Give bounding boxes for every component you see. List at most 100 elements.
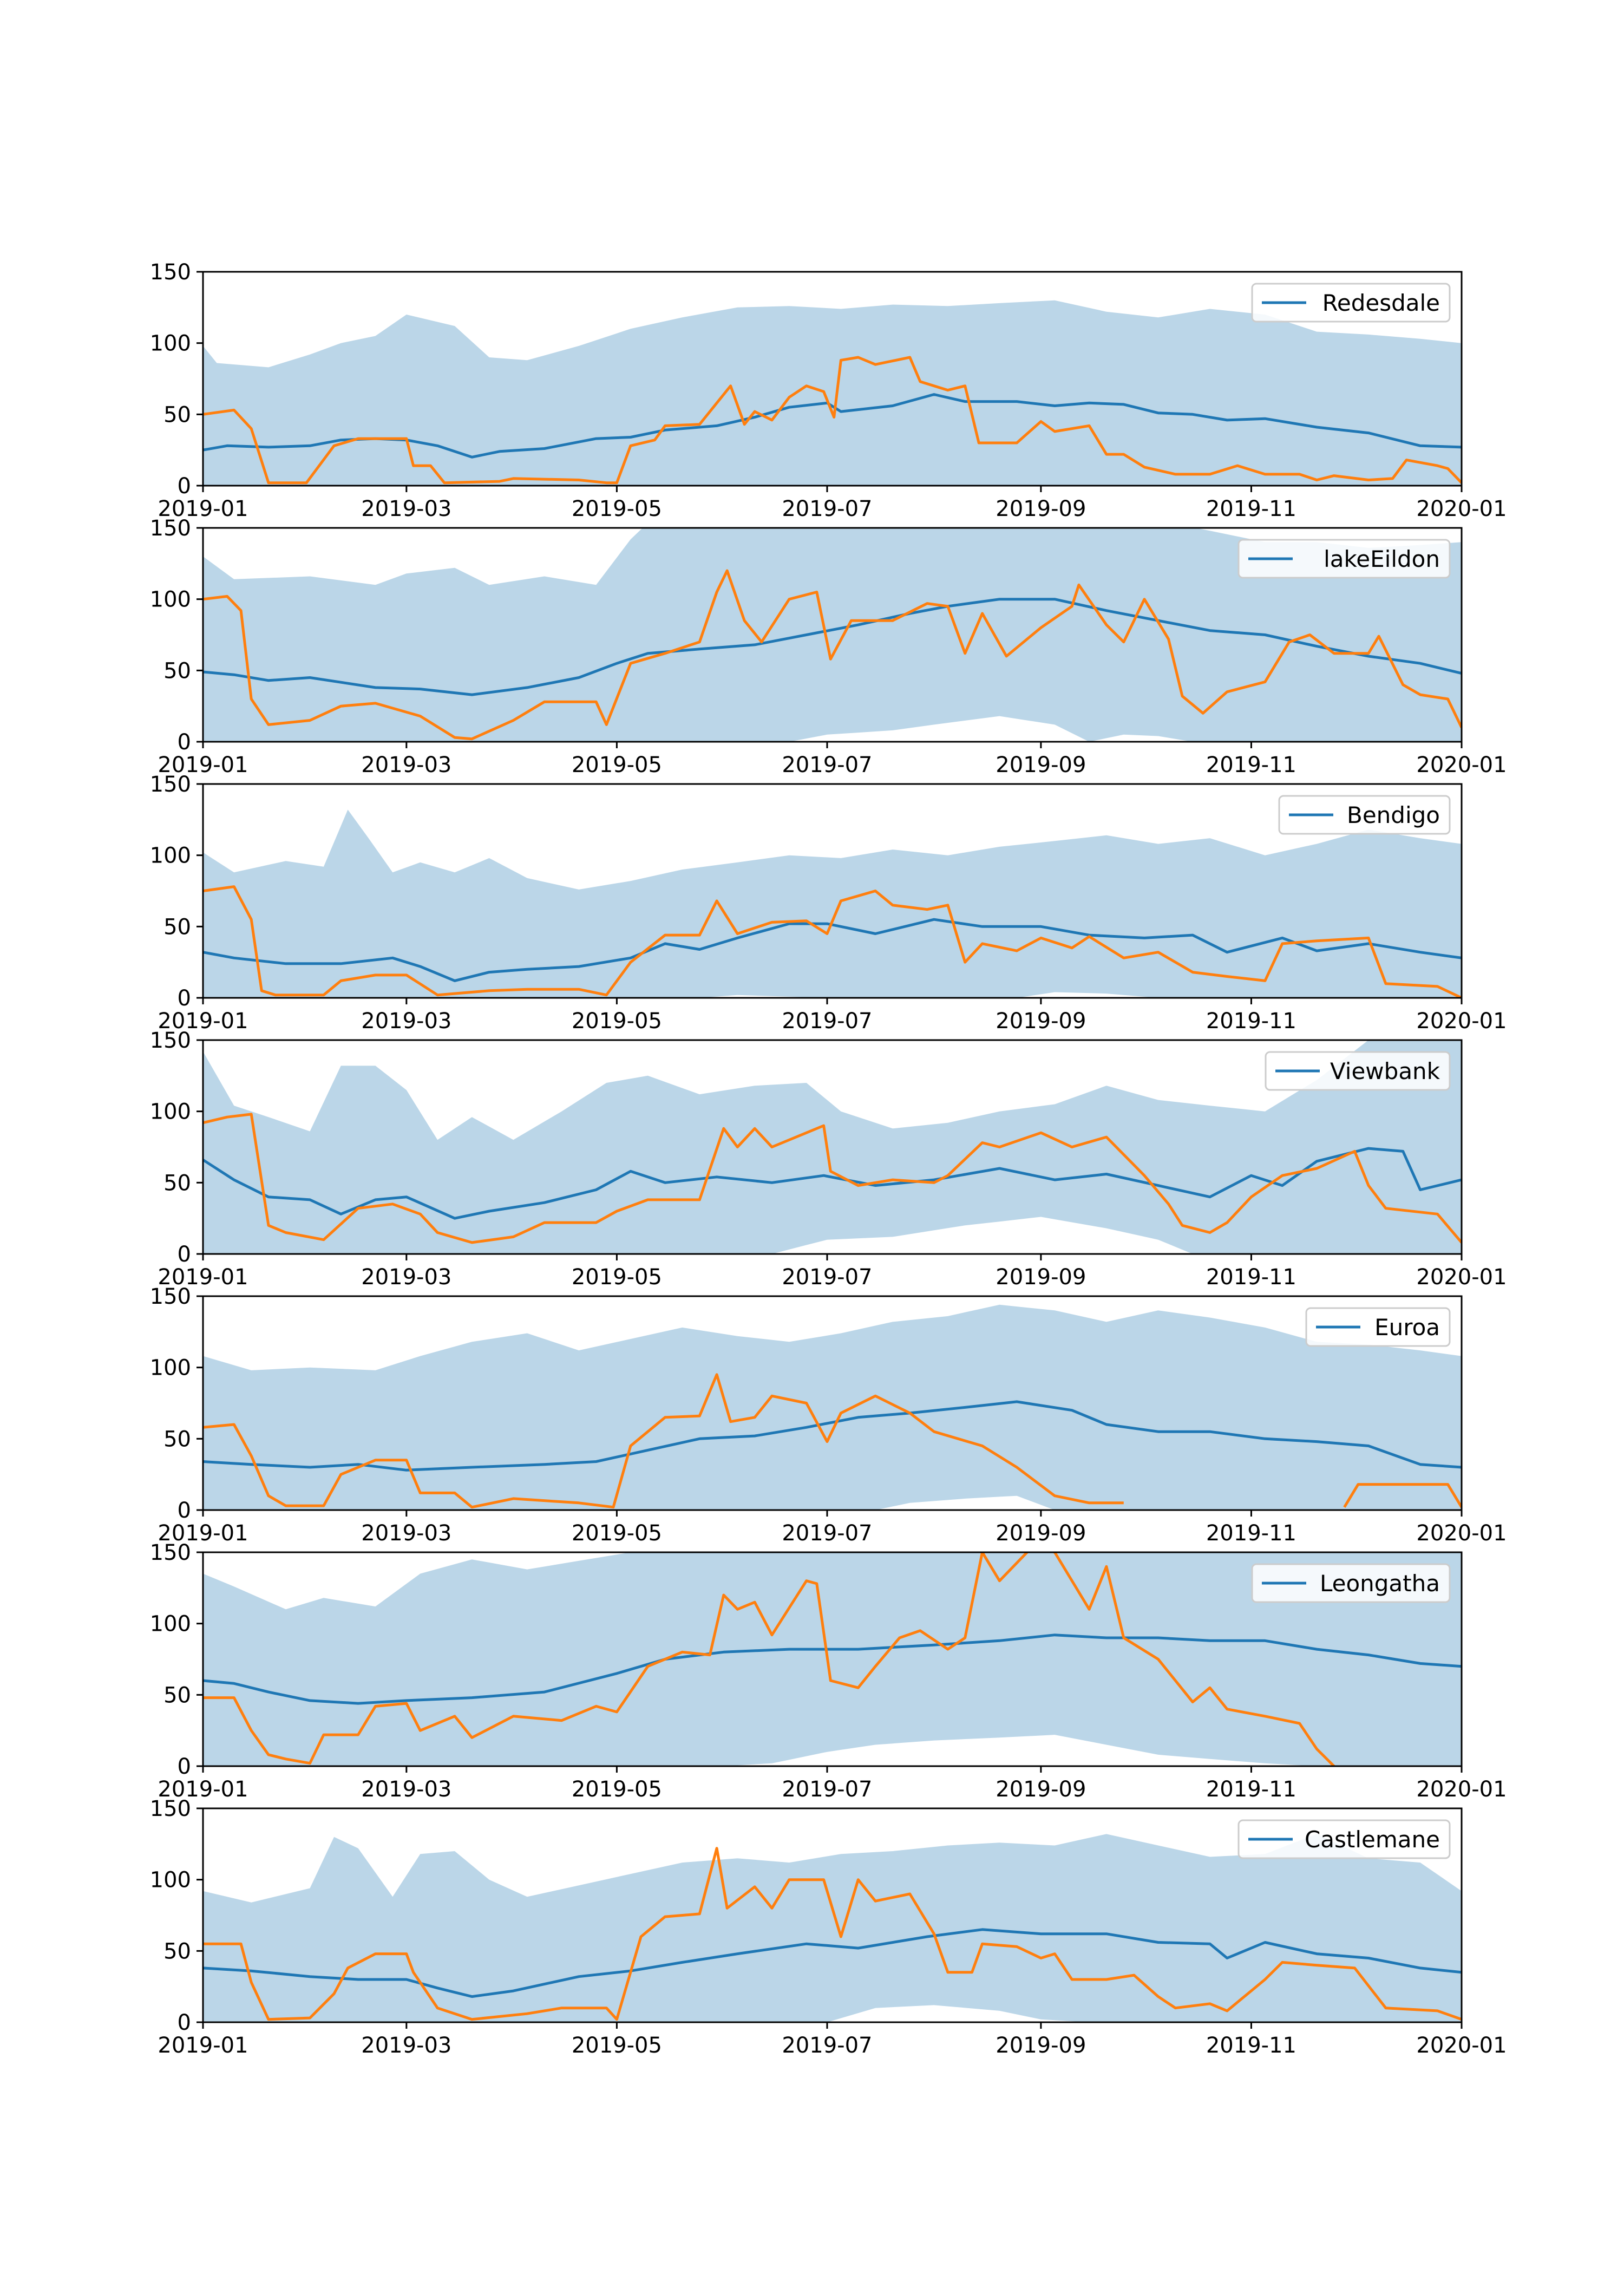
y-tick-label: 100 <box>150 587 191 612</box>
chart-panel: 0 50 100 150 2019-01 2019-03 2019-05 2019-07 201… <box>150 1796 1507 2058</box>
x-tick-label: 2019-09 <box>996 753 1086 777</box>
y-tick-label: 0 <box>178 474 191 499</box>
x-tick-label: 2019-05 <box>572 1777 662 1802</box>
observed-line <box>203 1373 1124 1509</box>
x-tick-label: 2019-01 <box>158 1521 248 1546</box>
x-tick-label: 2019-03 <box>361 1265 451 1290</box>
y-tick-label: 150 <box>150 772 191 797</box>
x-tick-label: 2019-01 <box>158 753 248 777</box>
legend-label: Bendigo <box>1347 802 1440 828</box>
x-tick-label: 2019-05 <box>572 496 662 521</box>
x-tick-label: 2019-07 <box>782 1265 872 1290</box>
legend-label: Viewbank <box>1330 1058 1440 1084</box>
axes-frame <box>202 1551 1463 1767</box>
mean-line <box>203 1633 1462 1705</box>
y-tick-label: 100 <box>150 331 191 356</box>
x-tick-label: 2019-03 <box>361 1777 451 1802</box>
y-tick-label: 150 <box>150 260 191 285</box>
legend-box <box>1278 795 1451 835</box>
x-tick-label: 2019-11 <box>1206 1009 1296 1034</box>
chart-panel: 0 50 100 150 2019-01 2019-03 2019-05 2019-07 201… <box>150 1540 1507 1802</box>
y-tick-label: 100 <box>150 1356 191 1381</box>
x-tick-label: 2020-01 <box>1416 1265 1507 1290</box>
x-tick-label: 2019-07 <box>782 753 872 777</box>
x-tick-label: 2019-11 <box>1206 1265 1296 1290</box>
x-tick-label: 2019-07 <box>782 2033 872 2058</box>
x-tick-label: 2019-05 <box>572 753 662 777</box>
x-tick-label: 2019-03 <box>361 496 451 521</box>
observed-line-tail <box>1343 1483 1462 1508</box>
mean-line <box>203 1147 1462 1220</box>
plot-area <box>203 809 1462 998</box>
x-tick-label: 2020-01 <box>1416 496 1507 521</box>
y-tick-label: 50 <box>163 1939 191 1964</box>
axes-frame <box>202 1295 1463 1511</box>
uncertainty-band <box>203 300 1462 486</box>
x-tick-label: 2019-07 <box>782 1521 872 1546</box>
observed-line <box>203 1113 1462 1244</box>
mean-line <box>203 918 1462 982</box>
observed-line <box>203 569 1462 741</box>
x-tick-label: 2019-05 <box>572 2033 662 2058</box>
x-tick-label: 2019-07 <box>782 1009 872 1034</box>
x-tick-label: 2019-03 <box>361 2033 451 2058</box>
y-tick-label: 150 <box>150 1796 191 1821</box>
x-tick-label: 2019-03 <box>361 1009 451 1034</box>
x-tick-label: 2019-05 <box>572 1265 662 1290</box>
legend-label: lakeEildon <box>1324 546 1440 572</box>
axes-frame <box>202 1807 1463 2023</box>
plot-area <box>203 1834 1462 2022</box>
y-tick-label: 0 <box>178 1242 191 1267</box>
y-tick-label: 150 <box>150 1540 191 1565</box>
y-tick-label: 100 <box>150 1612 191 1637</box>
observed-line <box>203 356 1462 485</box>
x-tick-label: 2019-05 <box>572 1521 662 1546</box>
y-tick-label: 50 <box>163 658 191 683</box>
x-tick-label: 2019-01 <box>158 2033 248 2058</box>
plot-area <box>203 300 1462 486</box>
x-tick-label: 2019-07 <box>782 1777 872 1802</box>
y-tick-label: 50 <box>163 1171 191 1195</box>
y-tick-label: 0 <box>178 1754 191 1779</box>
y-tick-label: 50 <box>163 1683 191 1708</box>
y-tick-label: 150 <box>150 1028 191 1053</box>
x-tick-label: 2019-09 <box>996 1521 1086 1546</box>
y-tick-label: 50 <box>163 914 191 939</box>
x-tick-label: 2019-07 <box>782 496 872 521</box>
x-tick-label: 2019-11 <box>1206 753 1296 777</box>
x-tick-label: 2019-09 <box>996 496 1086 521</box>
axes-frame <box>202 1039 1463 1255</box>
x-tick-label: 2020-01 <box>1416 753 1507 777</box>
legend-box <box>1237 1819 1451 1859</box>
observed-line <box>203 1847 1462 2021</box>
x-tick-label: 2019-09 <box>996 1265 1086 1290</box>
y-tick-label: 100 <box>150 844 191 868</box>
x-tick-label: 2019-01 <box>158 1009 248 1034</box>
axes-frame <box>202 271 1463 487</box>
x-tick-label: 2019-03 <box>361 1521 451 1546</box>
observed-line <box>203 885 1462 998</box>
plot-area <box>203 1552 1462 1766</box>
y-tick-label: 50 <box>163 1427 191 1452</box>
y-tick-label: 0 <box>178 2010 191 2035</box>
legend-label: Castlemane <box>1305 1826 1440 1853</box>
y-tick-label: 0 <box>178 1498 191 1523</box>
x-tick-label: 2019-11 <box>1206 496 1296 521</box>
y-tick-label: 50 <box>163 402 191 427</box>
legend-box <box>1237 539 1451 579</box>
observed-line <box>203 1552 1335 1766</box>
x-tick-label: 2019-05 <box>572 1009 662 1034</box>
uncertainty-band <box>203 528 1462 742</box>
legend-label: Redesdale <box>1322 290 1440 316</box>
y-tick-label: 150 <box>150 516 191 541</box>
x-tick-label: 2019-11 <box>1206 2033 1296 2058</box>
x-tick-label: 2020-01 <box>1416 1777 1507 1802</box>
x-tick-label: 2020-01 <box>1416 2033 1507 2058</box>
chart-panel: 0 50 100 150 2019-01 2019-03 2019-05 2019-07 201… <box>150 1028 1507 1290</box>
y-tick-label: 150 <box>150 1284 191 1309</box>
axes-frame <box>202 783 1463 999</box>
uncertainty-band <box>203 1552 1462 1766</box>
chart-panel: 0 50 100 150 2019-01 2019-03 2019-05 2019-07 201… <box>150 1284 1507 1546</box>
x-tick-label: 2019-11 <box>1206 1521 1296 1546</box>
chart-panel: 0 50 100 150 2019-01 2019-03 2019-05 2019-07 201… <box>150 516 1507 777</box>
